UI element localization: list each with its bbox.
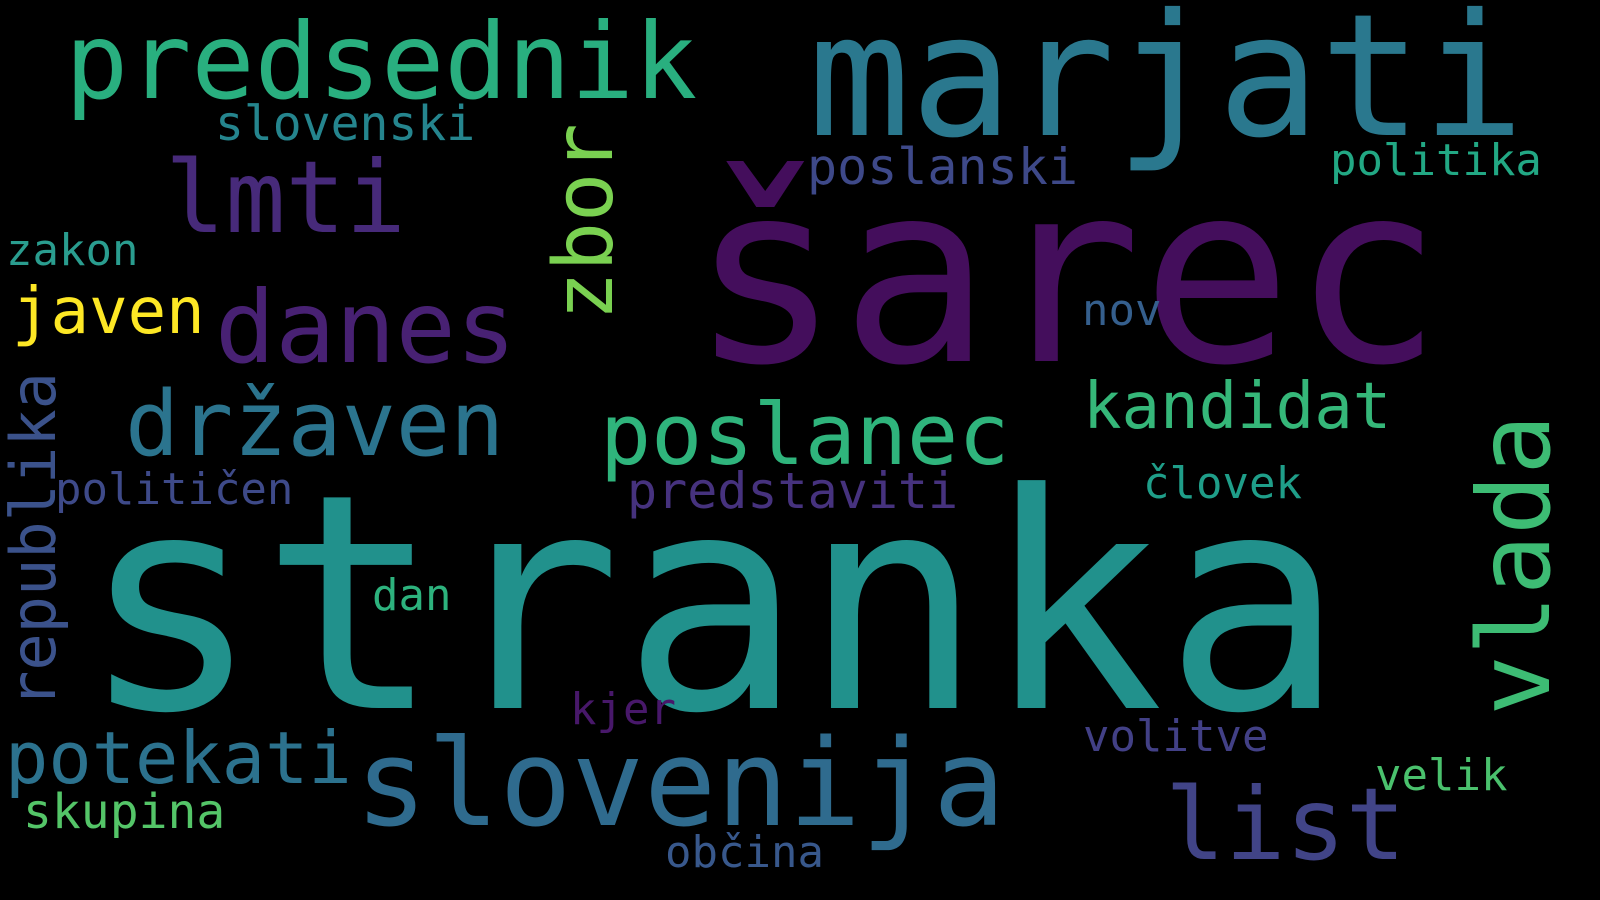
word-slovenski: slovenski [215, 96, 476, 152]
word-list: list [1165, 766, 1406, 883]
word-predsednik: predsednik [65, 1, 698, 123]
word-potekati: potekati [5, 716, 352, 800]
word-skupina: skupina [23, 784, 226, 840]
word-republika: republika [0, 372, 70, 708]
word-kjer: kjer [570, 684, 676, 735]
word-volitve: volitve [1083, 711, 1269, 762]
word-politika: politika [1330, 135, 1542, 186]
word-kandidat: kandidat [1083, 370, 1392, 444]
word-javen: javen [12, 275, 205, 349]
word-velik: velik [1375, 750, 1508, 801]
word-sarec: šarec [690, 129, 1443, 420]
word-poslanec: poslanec [600, 386, 1010, 485]
word-zbor: zbor [537, 123, 632, 321]
word-dan: dan [372, 570, 452, 621]
word-marjati: marjati [808, 0, 1525, 176]
word-vlada: vlada [1456, 414, 1573, 716]
word-lmti: lmti [165, 139, 406, 256]
word-politicen: političen [55, 464, 294, 515]
word-drzaven: državen [125, 372, 505, 477]
word-clovek: človek [1143, 458, 1302, 509]
word-nov: nov [1082, 285, 1162, 336]
word-zakon: zakon [6, 225, 139, 276]
word-predstaviti: predstaviti [627, 462, 959, 520]
word-slovenija: slovenija [355, 715, 1006, 854]
word-stranka: stranka [80, 430, 1345, 779]
word-danes: danes [215, 269, 517, 386]
word-obcina: občina [665, 827, 824, 878]
word-poslanski: poslanski [807, 138, 1078, 196]
